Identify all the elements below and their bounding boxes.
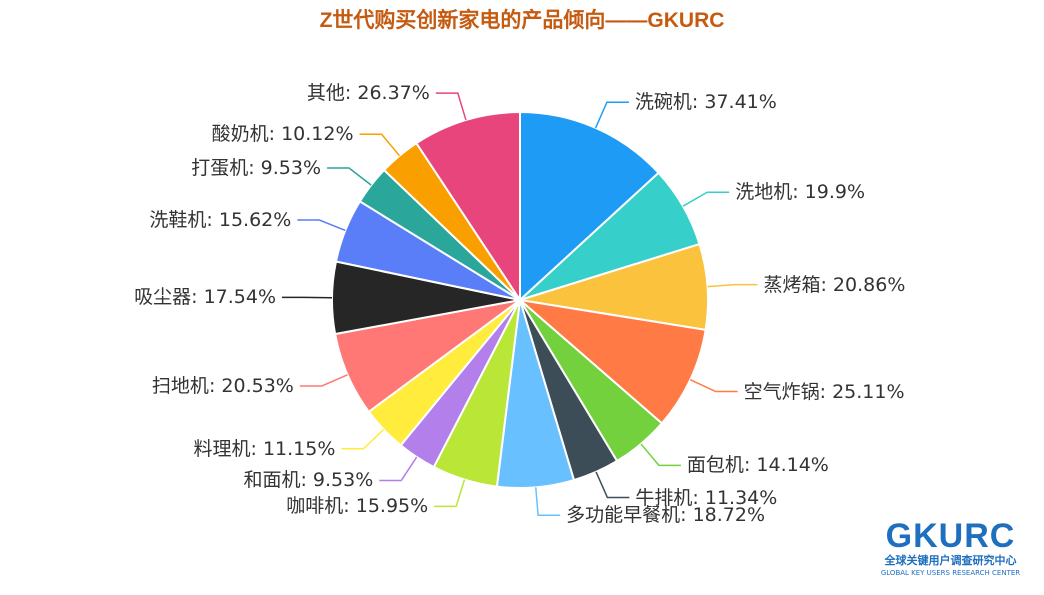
label-value: 17.54% [203,286,277,309]
data-label: 料理机11.15% [194,437,336,461]
leader-line [359,133,401,157]
leader-line [297,219,346,232]
label-name: 扫地机 [152,375,221,397]
data-label: 打蛋机9.53% [191,156,321,180]
label-name: 酸奶机 [212,123,281,145]
label-name: 咖啡机 [286,495,355,517]
label-name: 洗碗机 [635,91,704,113]
label-value: 25.11% [832,380,905,403]
label-name: 料理机 [194,438,263,460]
label-value: 15.95% [355,495,429,518]
label-name: 洗鞋机 [149,209,218,231]
label-value: 20.53% [221,374,294,397]
data-label: 多功能早餐机18.72% [566,503,765,527]
label-value: 9.53% [260,156,322,179]
data-label: 咖啡机15.95% [286,494,428,518]
leader-line [341,428,385,450]
leader-line [299,374,348,387]
leader-line [327,167,372,186]
data-label: 和面机9.53% [243,468,373,492]
leader-line [707,283,758,288]
leader-line [640,443,681,467]
data-label: 洗鞋机15.62% [149,208,291,232]
label-name: 多功能早餐机 [566,504,692,526]
data-label: 洗碗机37.41% [635,90,777,114]
label-value: 19.9% [804,181,866,204]
label-name: 牛排机 [635,487,704,509]
label-value: 20.86% [832,273,906,296]
data-label: 酸奶机10.12% [212,122,354,146]
label-name: 蒸烤箱 [763,274,832,296]
data-label: 扫地机20.53% [152,374,294,398]
leader-line [595,471,630,499]
data-label: 蒸烤箱20.86% [763,273,905,297]
label-value: 11.34% [704,486,778,509]
label-name: 洗地机 [735,181,804,203]
leader-line [434,479,466,508]
leader-line [379,456,418,482]
label-name: 面包机 [687,454,756,476]
chart-title: Z世代购买创新家电的产品倾向——GKURC [319,9,725,32]
data-label: 空气炸锅25.11% [744,380,905,404]
leader-line [594,101,629,129]
leader-line [435,92,467,121]
leader-line [682,191,730,207]
label-name: 和面机 [243,469,312,491]
label-name: 打蛋机 [191,157,260,179]
label-value: 18.72% [692,504,766,527]
label-value: 26.37% [357,82,430,105]
logo-subtitle: 全球关键用户调查研究中心 [884,554,1017,567]
label-value: 11.15% [262,437,336,460]
data-label: 牛排机11.34% [635,486,777,510]
data-label: 洗地机19.9% [735,180,865,204]
logo: GKURC 全球关键用户调查研究中心 GLOBAL KEY USERS RESE… [868,518,1033,578]
label-name: 其他 [307,82,357,104]
label-name: 吸尘器 [134,286,203,308]
data-label: 面包机14.14% [687,453,829,477]
data-label: 吸尘器17.54% [134,285,276,309]
label-name: 空气炸锅 [744,381,832,403]
label-value: 10.12% [281,123,354,146]
label-value: 37.41% [704,91,777,114]
leader-line [689,379,738,393]
leader-line [535,487,561,516]
data-label: 其他26.37% [307,81,430,105]
label-value: 15.62% [218,209,292,232]
label-value: 9.53% [312,469,374,492]
label-value: 14.14% [756,454,829,477]
logo-tagline: GLOBAL KEY USERS RESEARCH CENTER [880,569,1021,577]
logo-name: GKURC [885,517,1016,555]
